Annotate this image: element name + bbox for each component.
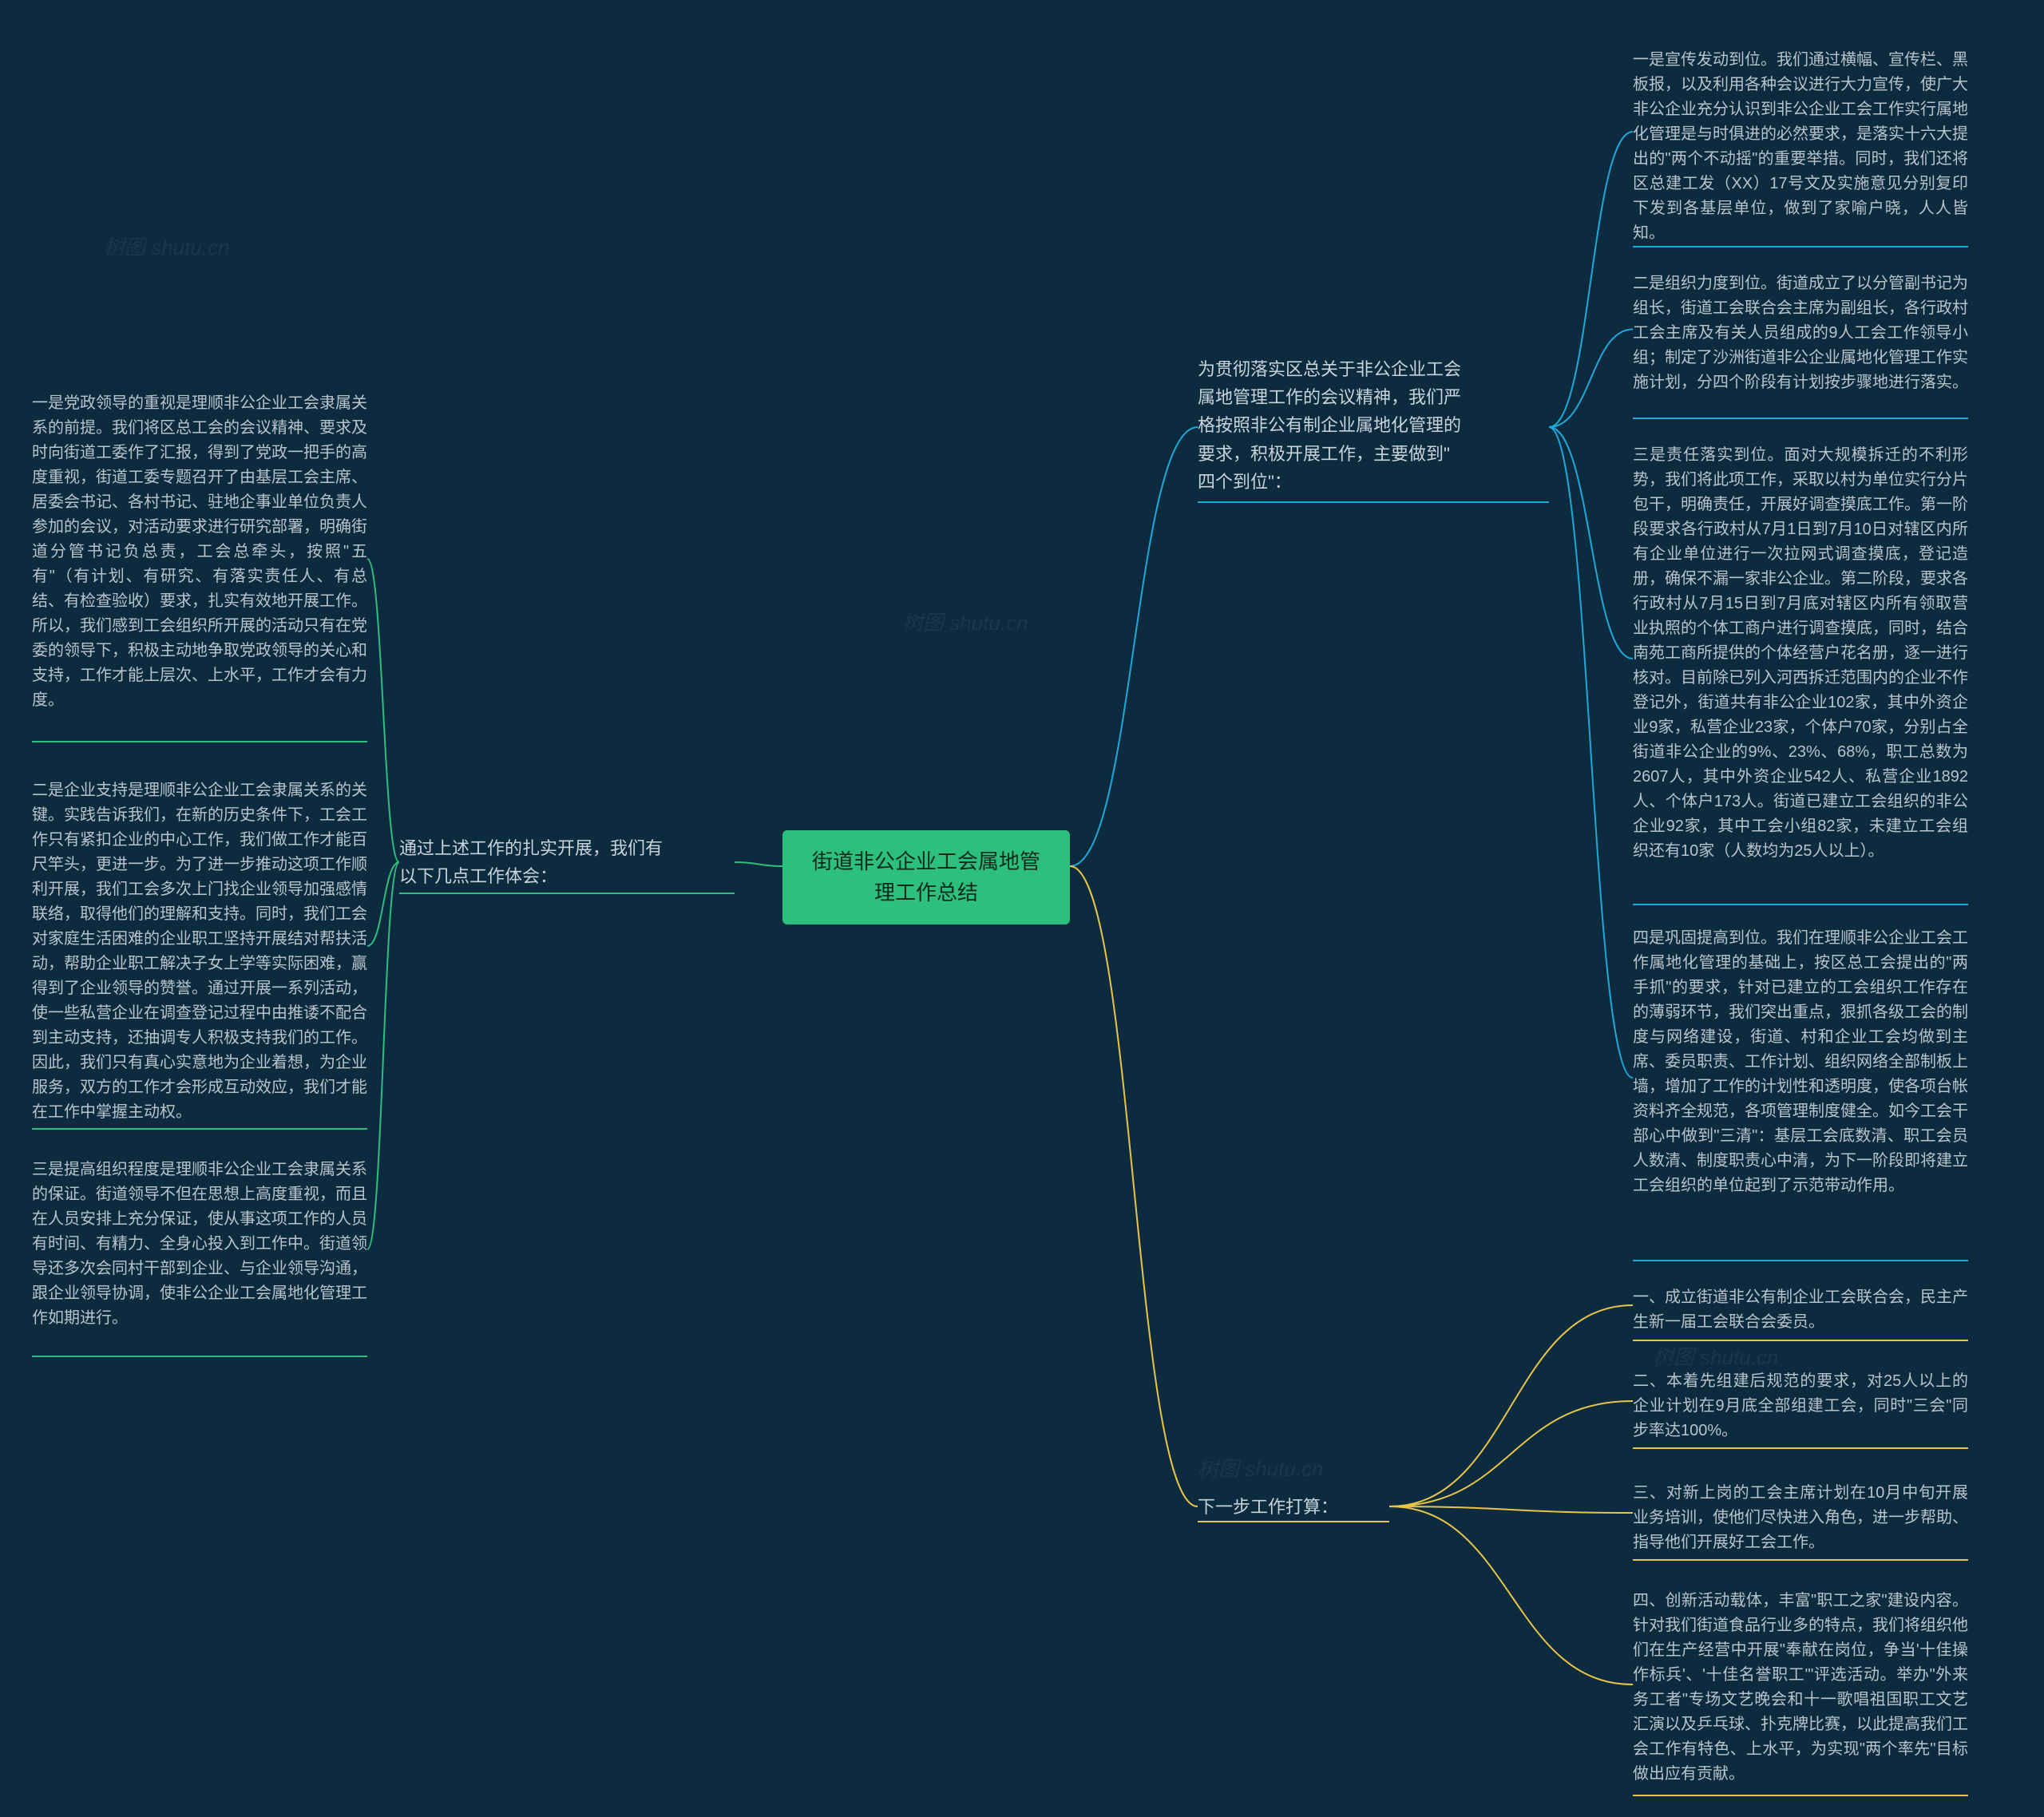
- watermark: 树图 shutu.cn: [1198, 1453, 1324, 1482]
- right2-leaf-2: 二、本着先组建后规范的要求，对25人以上的企业计划在9月底全部组建工会，同时"三…: [1633, 1369, 1968, 1449]
- watermark: 树图 shutu.cn: [902, 607, 1028, 636]
- underline: [1633, 246, 1968, 247]
- left-branch-label: 通过上述工作的扎实开展，我们有 以下几点工作体会：: [399, 834, 735, 890]
- underline: [1633, 1340, 1968, 1341]
- right1-leaf-2: 二是组织力度到位。街道成立了以分管副书记为组长，街道工会联合会主席为副组长，各行…: [1633, 271, 1968, 419]
- right1-leaf-1: 一是宣传发动到位。我们通过横幅、宣传栏、黑板报，以及利用各种会议进行大力宣传，使…: [1633, 48, 1968, 247]
- right2-leaf-3: 三、对新上岗的工会主席计划在10月中旬开展业务培训，使他们尽快进入角色，进一步帮…: [1633, 1481, 1968, 1561]
- right1-leaf-3: 三是责任落实到位。面对大规模拆迁的不利形势，我们将此项工作，采取以村为单位实行分…: [1633, 443, 1968, 906]
- underline: [32, 741, 367, 742]
- watermark: 树图 shutu.cn: [104, 232, 230, 261]
- underline: [1633, 904, 1968, 905]
- right1-leaf-4: 四是巩固提高到位。我们在理顺非公企业工会工作属地化管理的基础上，按区总工会提出的…: [1633, 926, 1968, 1261]
- left-leaf-1: 一是党政领导的重视是理顺非公企业工会隶属关系的前提。我们将区总工会的会议精神、要…: [32, 391, 367, 742]
- underline: [32, 1356, 367, 1357]
- underline: [399, 893, 735, 894]
- underline: [1633, 1559, 1968, 1561]
- underline: [1633, 1795, 1968, 1796]
- underline: [1198, 501, 1549, 503]
- underline: [1198, 1521, 1389, 1522]
- underline: [1633, 418, 1968, 419]
- watermark: 树图 shutu.cn: [1653, 1341, 1779, 1371]
- left-leaf-3: 三是提高组织程度是理顺非公企业工会隶属关系的保证。街道领导不但在思想上高度重视，…: [32, 1158, 367, 1357]
- underline: [1633, 1447, 1968, 1449]
- right-branch2-label: 下一步工作打算：: [1198, 1493, 1389, 1521]
- right-branch1-label: 为贯彻落实区总关于非公企业工会 属地管理工作的会议精神，我们严 格按照非公有制企…: [1198, 355, 1549, 499]
- right2-leaf-4: 四、创新活动载体，丰富"职工之家"建设内容。针对我们街道食品行业多的特点，我们将…: [1633, 1589, 1968, 1796]
- left-leaf-2: 二是企业支持是理顺非公企业工会隶属关系的关键。实践告诉我们，在新的历史条件下，工…: [32, 778, 367, 1130]
- underline: [32, 1128, 367, 1130]
- center-node: 街道非公企业工会属地管 理工作总结: [782, 830, 1070, 924]
- underline: [1633, 1260, 1968, 1261]
- right2-leaf-1: 一、成立街道非公有制企业工会联合会，民主产生新一届工会联合会委员。: [1633, 1285, 1968, 1341]
